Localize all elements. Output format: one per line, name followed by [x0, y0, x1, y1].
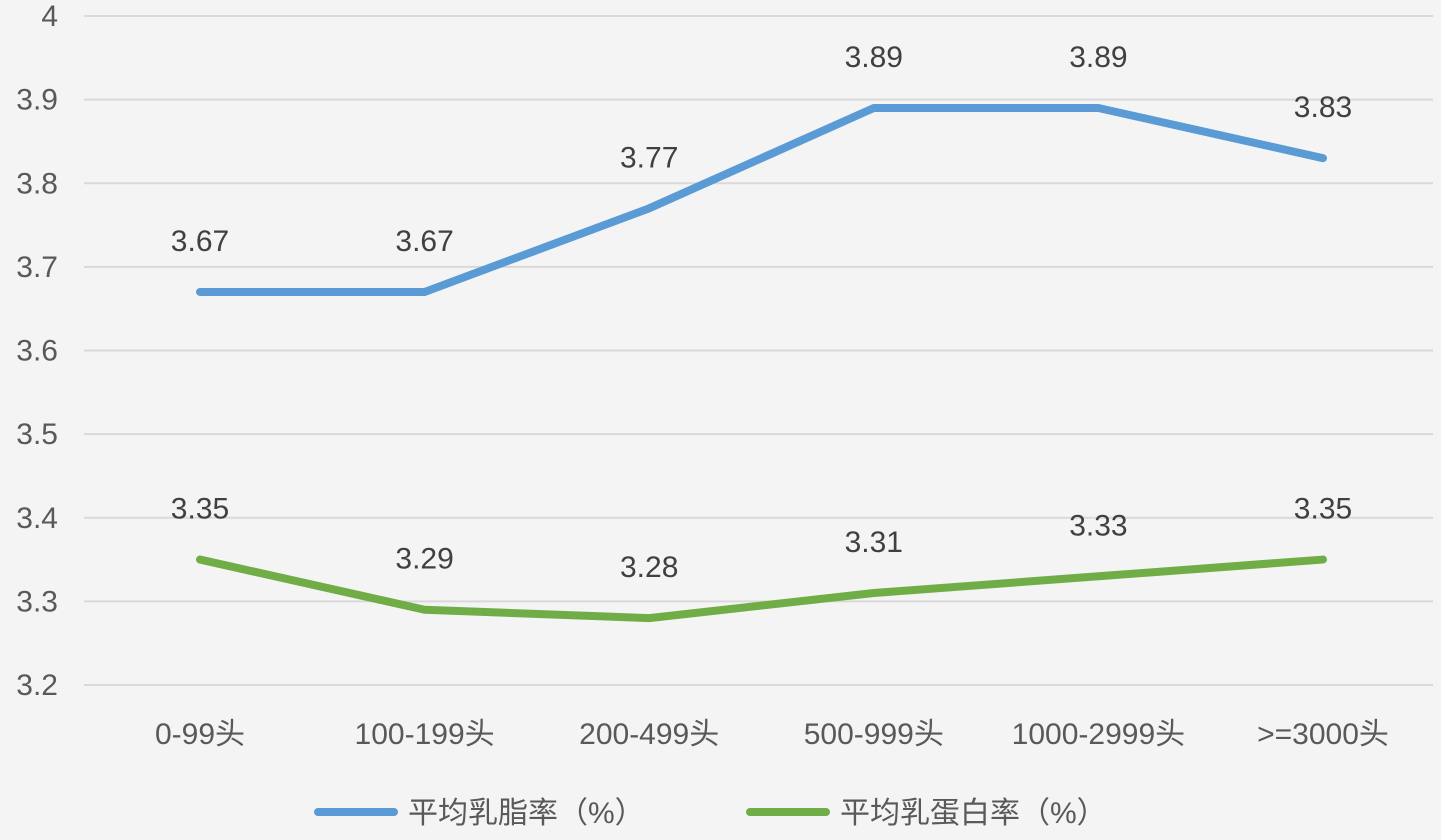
- data-label: 3.31: [845, 526, 903, 559]
- y-tick-label: 3.8: [16, 167, 58, 200]
- y-axis-tick-labels: 4 3.9 3.8 3.7 3.6 3.5 3.4 3.3 3.2: [16, 0, 58, 702]
- series-line: [196, 555, 1327, 623]
- x-tick-label: 200-499头: [579, 718, 719, 751]
- legend-label: 平均乳蛋白率（%）: [840, 797, 1107, 830]
- y-tick-label: 3.7: [16, 251, 58, 284]
- data-label: 3.28: [620, 551, 678, 584]
- data-label: 3.33: [1069, 509, 1127, 542]
- data-label: 3.89: [845, 41, 903, 74]
- y-tick-label: 3.5: [16, 418, 58, 451]
- x-tick-label: 1000-2999头: [1012, 718, 1185, 751]
- y-tick-label: 3.3: [16, 585, 58, 618]
- y-tick-label: 3.9: [16, 84, 58, 117]
- y-tick-label: 3.4: [16, 502, 58, 535]
- series-lines: [196, 103, 1327, 623]
- data-label: 3.77: [620, 141, 678, 174]
- gridlines: [84, 15, 1433, 686]
- data-label: 3.83: [1294, 91, 1352, 124]
- y-tick-label: 3.2: [16, 669, 58, 702]
- y-tick-label: 3.6: [16, 335, 58, 368]
- data-labels: 3.67 3.67 3.77 3.89 3.89 3.83 3.35 3.29 3.28 3.31…: [171, 41, 1352, 584]
- x-tick-label: 500-999头: [804, 718, 944, 751]
- x-tick-label: >=3000头: [1257, 718, 1389, 751]
- data-label: 3.67: [171, 225, 229, 258]
- legend-label: 平均乳脂率（%）: [408, 797, 645, 830]
- data-label: 3.35: [171, 493, 229, 526]
- series-line: [196, 103, 1327, 296]
- data-label: 3.89: [1069, 41, 1127, 74]
- x-tick-label: 100-199头: [355, 718, 495, 751]
- data-label: 3.29: [395, 543, 453, 576]
- x-tick-label: 0-99头: [155, 718, 245, 751]
- y-tick-label: 4: [41, 0, 58, 33]
- data-label: 3.67: [395, 225, 453, 258]
- x-axis-tick-labels: 0-99头 100-199头 200-499头 500-999头 1000-2999头 >…: [155, 718, 1389, 751]
- legend: 平均乳脂率（%） 平均乳蛋白率（%）: [314, 797, 1107, 830]
- data-label: 3.35: [1294, 493, 1352, 526]
